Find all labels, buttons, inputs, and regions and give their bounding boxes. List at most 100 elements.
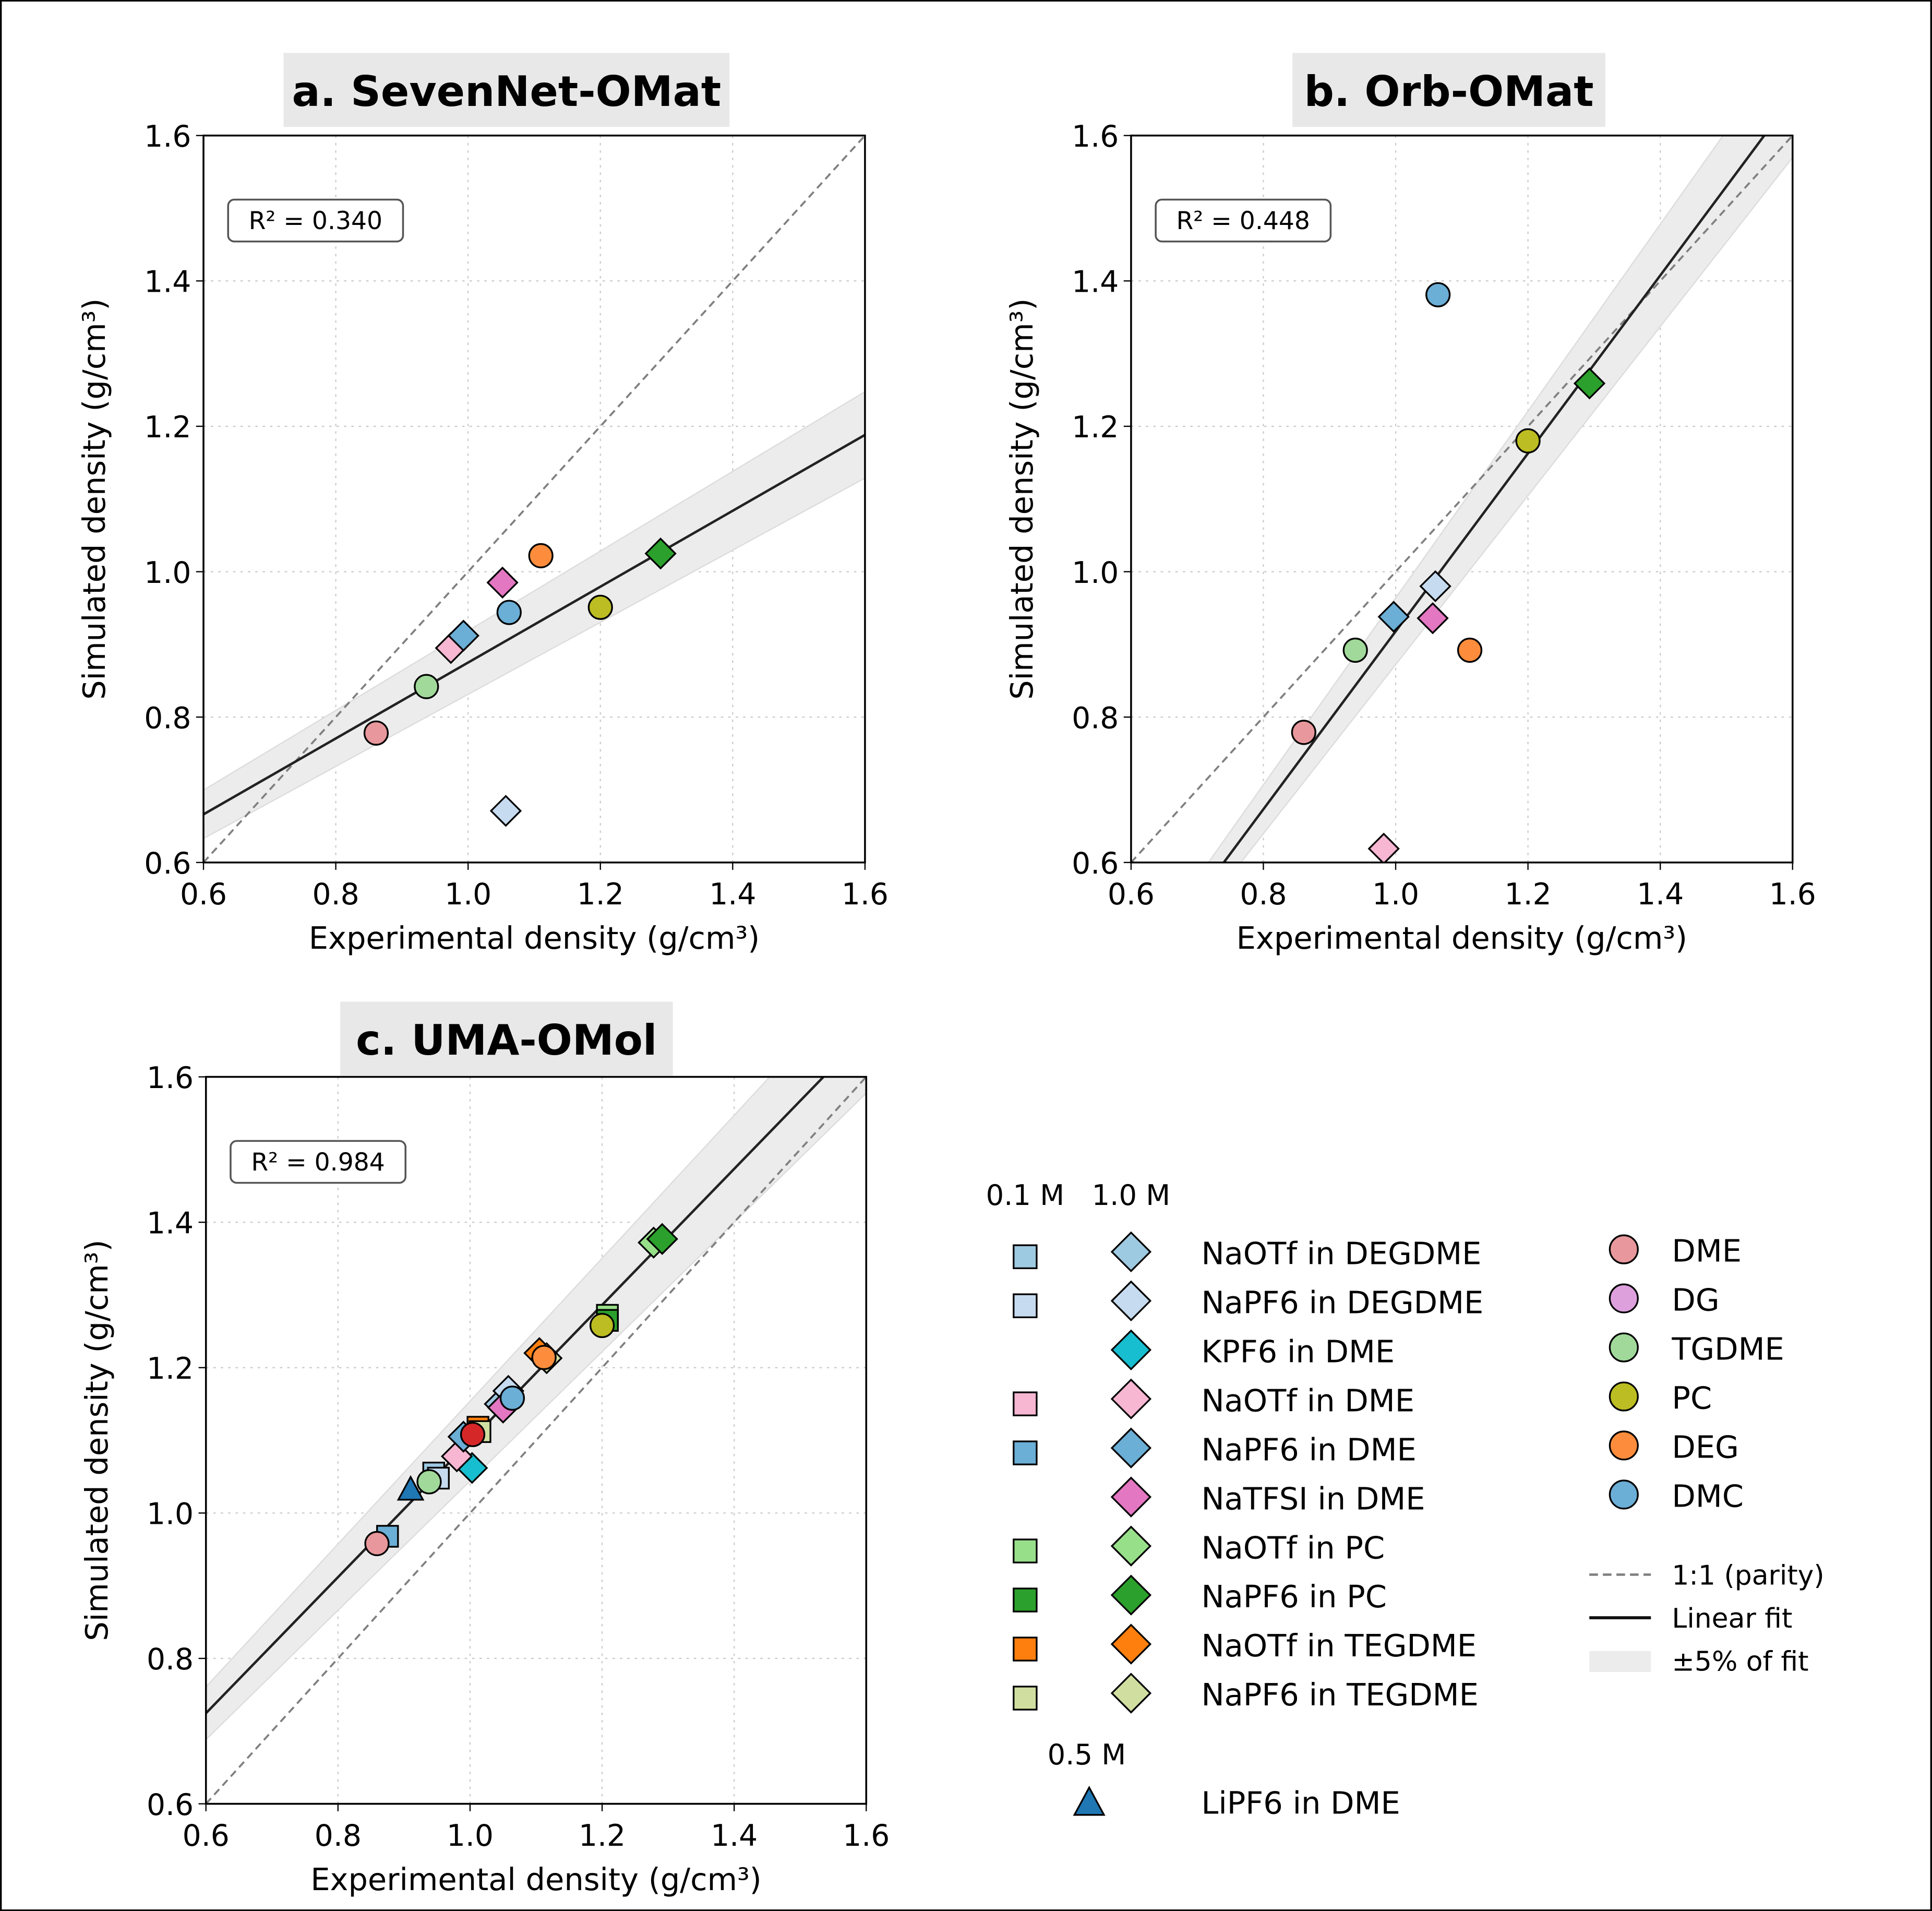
- y-axis-label: Simulated density (g/cm³): [76, 298, 112, 700]
- legend-diamond-marker: [1110, 1231, 1152, 1273]
- x-tick-label: 1.0: [447, 1819, 494, 1853]
- legend-label: NaPF6 in DME: [1201, 1431, 1416, 1467]
- r2-box: [230, 1140, 406, 1184]
- y-tick-label: 1.0: [144, 556, 191, 590]
- axes-frame: [202, 134, 866, 864]
- legend-label: NaOTf in TEGDME: [1201, 1628, 1477, 1664]
- x-tick-label: 1.6: [842, 877, 889, 912]
- r2-label: R² = 0.448: [1176, 207, 1310, 235]
- title-background: [340, 1001, 673, 1076]
- data-point: [1342, 637, 1368, 663]
- data-point: [1425, 282, 1451, 307]
- x-tick-label: 1.6: [843, 1819, 890, 1853]
- legend-circle-marker: [1609, 1381, 1639, 1412]
- x-tick-label: 1.6: [1769, 877, 1816, 912]
- legend-diamond-marker: [1110, 1280, 1152, 1321]
- y-tick-label: 1.0: [147, 1497, 194, 1532]
- legend-header-0.5M: 0.5 M: [1048, 1738, 1126, 1771]
- parity-line: [1131, 135, 1793, 863]
- legend-label: ±5% of fit: [1672, 1646, 1808, 1678]
- panel-title: c. UMA-OMol: [356, 1016, 657, 1065]
- x-tick-label: 1.2: [577, 877, 624, 912]
- legend-diamond-marker: [1110, 1427, 1152, 1468]
- legend-square-marker: [1013, 1293, 1038, 1318]
- x-tick-label: 1.0: [445, 877, 491, 912]
- axes-frame: [1130, 134, 1794, 864]
- legend-diamond-marker: [1110, 1378, 1152, 1419]
- r2-label: R² = 0.984: [251, 1148, 385, 1177]
- x-tick-label: 0.6: [183, 1819, 230, 1853]
- panel-c: c. UMA-OMol 0.60.6 0.8 0.8 1.0 1.0 1.2 1.2 1.4 1.…: [79, 1001, 890, 1897]
- y-tick-label: 0.8: [147, 1642, 194, 1677]
- x-tick-label: 1.2: [579, 1819, 626, 1853]
- y-tick-label: 1.6: [147, 1061, 194, 1095]
- x-tick-label: 1.4: [1637, 877, 1684, 912]
- y-tick-label: 0.8: [144, 701, 191, 735]
- data-point: [1417, 602, 1449, 635]
- data-point: [587, 594, 613, 620]
- data-point: [1573, 367, 1606, 400]
- axes-frame: [205, 1076, 868, 1805]
- data-point: [1457, 637, 1483, 663]
- legend-diamond-marker: [1110, 1525, 1152, 1567]
- data-point: [644, 538, 677, 570]
- x-tick-label: 1.4: [711, 1819, 758, 1853]
- data-point: [528, 543, 554, 568]
- r2-box: [1155, 198, 1332, 243]
- title-background: [283, 53, 730, 127]
- legend-circle-marker: [1609, 1283, 1639, 1313]
- legend-triangle-marker: [1073, 1785, 1106, 1816]
- y-tick-label: 1.4: [1072, 265, 1119, 300]
- x-tick-label: 1.4: [709, 877, 756, 912]
- data-point: [397, 1475, 425, 1501]
- x-tick-label: 0.8: [315, 1819, 362, 1853]
- data-point: [460, 1422, 486, 1448]
- linear-fit-line: [206, 1077, 825, 1714]
- legend-diamond-marker: [1110, 1673, 1152, 1714]
- x-tick-label: 0.6: [180, 877, 227, 912]
- y-tick-label: 0.8: [1072, 701, 1119, 735]
- y-tick-label: 0.6: [144, 846, 191, 881]
- legend-label: TGDME: [1671, 1331, 1784, 1367]
- data-point: [1291, 720, 1316, 745]
- data-point: [364, 1531, 390, 1556]
- legend-square-marker: [1013, 1391, 1038, 1416]
- plot-area: [203, 135, 865, 863]
- y-tick-label: 1.6: [1072, 120, 1119, 154]
- legend-label: Linear fit: [1672, 1603, 1792, 1634]
- title-background: [1292, 53, 1605, 127]
- x-axis-label: Experimental density (g/cm³): [1237, 920, 1687, 956]
- legend-label: NaOTf in DEGDME: [1201, 1235, 1481, 1271]
- data-point: [646, 1223, 678, 1255]
- legend-label: LiPF6 in DME: [1201, 1785, 1400, 1821]
- legend-square-marker: [1013, 1686, 1038, 1711]
- legend-label: NaPF6 in DEGDME: [1201, 1284, 1483, 1320]
- x-tick-label: 0.6: [1108, 877, 1155, 912]
- x-tick-label: 0.8: [1240, 877, 1287, 912]
- y-tick-label: 1.0: [1072, 556, 1119, 590]
- y-tick-label: 1.2: [147, 1352, 194, 1386]
- legend-header-0.1M: 0.1 M: [986, 1179, 1064, 1212]
- data-point: [1515, 428, 1541, 453]
- legend-label: DG: [1672, 1282, 1719, 1318]
- legend-label: 1:1 (parity): [1672, 1560, 1824, 1591]
- legend-circle-marker: [1609, 1430, 1639, 1461]
- data-point: [499, 1386, 525, 1411]
- data-point: [489, 795, 522, 827]
- legend-circle-marker: [1609, 1332, 1639, 1363]
- panel-b: b. Orb-OMat 0.60.6 0.8 0.8 1.0 1.0 1.2 1.2 1.4 1.…: [1004, 53, 1816, 956]
- r2-box: [227, 198, 404, 243]
- y-tick-label: 1.4: [144, 265, 191, 300]
- x-tick-label: 1.2: [1505, 877, 1552, 912]
- data-point: [447, 619, 479, 652]
- legend-header-1.0M: 1.0 M: [1092, 1179, 1170, 1212]
- data-point: [1367, 832, 1400, 863]
- legend-label: DMC: [1672, 1478, 1744, 1514]
- legend-square-marker: [1013, 1538, 1038, 1563]
- legend-diamond-marker: [1110, 1329, 1152, 1370]
- data-point: [363, 720, 389, 746]
- linear-fit-line: [1222, 135, 1766, 863]
- data-point: [414, 674, 439, 699]
- legend-label: DEG: [1672, 1429, 1738, 1465]
